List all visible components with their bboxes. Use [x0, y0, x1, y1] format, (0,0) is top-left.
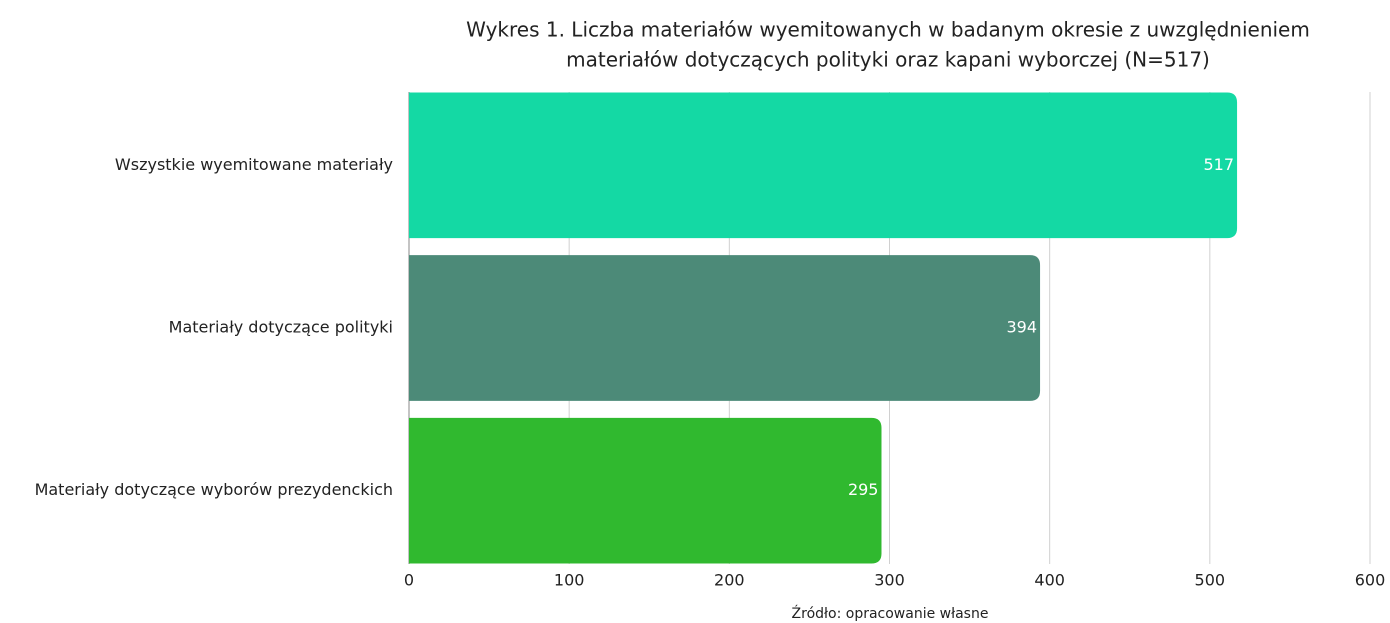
- bar: [409, 92, 1238, 239]
- x-tick-label: 300: [874, 571, 905, 590]
- source-note: Źródło: opracowanie własne: [792, 604, 989, 622]
- y-tick-label: Materiały dotyczące wyborów prezydenckic…: [35, 480, 393, 499]
- x-tick-label: 600: [1355, 571, 1386, 590]
- value-label: 394: [1007, 318, 1038, 337]
- x-tick-label: 200: [714, 571, 745, 590]
- x-tick-label: 500: [1195, 571, 1226, 590]
- value-label: 517: [1204, 155, 1235, 174]
- chart-title: Wykres 1. Liczba materiałów wyemitowanyc…: [466, 18, 1310, 42]
- bar: [409, 255, 1041, 401]
- y-tick-label: Wszystkie wyemitowane materiały: [115, 155, 393, 174]
- value-label: 295: [848, 480, 879, 499]
- bar: [409, 417, 882, 564]
- x-tick-label: 100: [554, 571, 585, 590]
- x-tick-label: 0: [404, 571, 414, 590]
- x-tick-label: 400: [1034, 571, 1065, 590]
- y-tick-label: Materiały dotyczące polityki: [169, 318, 393, 337]
- chart-title: materiałów dotyczących polityki oraz kap…: [566, 48, 1210, 72]
